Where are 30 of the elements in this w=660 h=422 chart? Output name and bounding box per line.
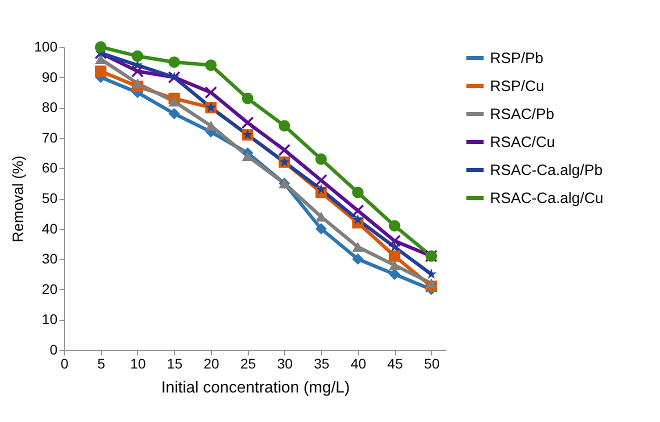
x-tick-label: 0 xyxy=(60,356,69,372)
y-axis-title: Removal (%) xyxy=(10,156,28,242)
x-tick-label: 5 xyxy=(97,356,106,372)
y-tick-label: 70 xyxy=(42,129,58,146)
x-axis-title: Initial concentration (mg/L) xyxy=(161,380,350,396)
y-tick-label: 40 xyxy=(42,220,58,236)
x-tick-label: 20 xyxy=(204,356,220,372)
x-tick-label: 35 xyxy=(314,356,330,372)
legend-label: RSP/Cu xyxy=(490,78,544,95)
x-tick-label: 40 xyxy=(350,356,366,372)
legend-label: RSAC-Ca.alg/Pb xyxy=(490,162,603,179)
legend-label: RSP/Pb xyxy=(490,50,544,67)
y-tick-label: 0 xyxy=(50,342,58,358)
y-tick-label: 100 xyxy=(34,38,58,54)
x-tick-label: 15 xyxy=(166,356,183,372)
legend-label: RSAC-Ca.alg/Cu xyxy=(490,190,604,207)
x-tick-label: 30 xyxy=(277,356,293,372)
legend-label: RSAC/Pb xyxy=(490,106,554,123)
x-tick-label: 25 xyxy=(240,356,256,372)
y-tick-label: 90 xyxy=(42,68,58,85)
y-tick-label: 30 xyxy=(42,250,58,267)
y-tick-label: 10 xyxy=(42,311,58,328)
x-tick-label: 45 xyxy=(387,356,404,372)
y-tick-label: 50 xyxy=(42,190,58,206)
legend-label: RSAC/Cu xyxy=(490,134,556,151)
x-tick-label: 10 xyxy=(130,356,146,372)
x-tick-label: 50 xyxy=(424,356,440,372)
y-tick-label: 60 xyxy=(42,160,58,176)
y-tick-label: 80 xyxy=(42,99,58,116)
y-tick-label: 20 xyxy=(42,280,58,297)
